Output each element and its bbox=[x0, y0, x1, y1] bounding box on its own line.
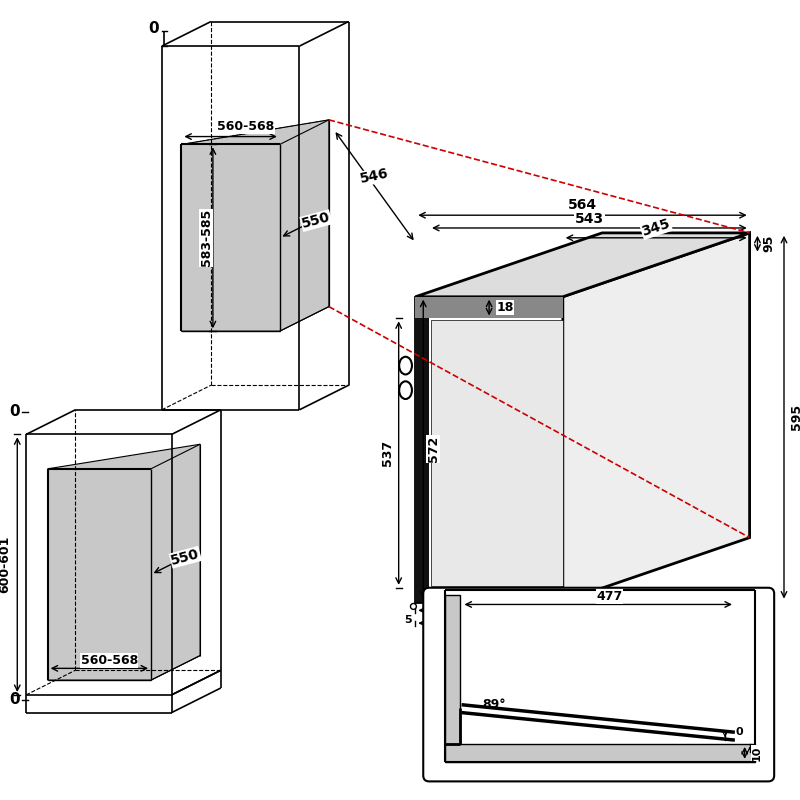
Polygon shape bbox=[445, 594, 460, 744]
Text: 0: 0 bbox=[9, 692, 20, 707]
Text: 600-601: 600-601 bbox=[0, 536, 11, 594]
Text: 20: 20 bbox=[427, 626, 442, 636]
Polygon shape bbox=[415, 233, 750, 297]
Text: 572: 572 bbox=[426, 436, 439, 462]
Text: 0: 0 bbox=[9, 404, 20, 419]
Polygon shape bbox=[48, 444, 200, 680]
Text: 0: 0 bbox=[736, 727, 743, 738]
Text: 550: 550 bbox=[300, 210, 332, 231]
Polygon shape bbox=[415, 297, 563, 318]
Text: 550: 550 bbox=[170, 546, 202, 568]
Text: 564: 564 bbox=[568, 198, 597, 212]
Ellipse shape bbox=[399, 382, 412, 399]
Text: 95: 95 bbox=[762, 235, 776, 252]
Polygon shape bbox=[431, 320, 563, 586]
Text: 595: 595 bbox=[790, 404, 800, 430]
Ellipse shape bbox=[399, 357, 412, 374]
Text: 560-568: 560-568 bbox=[217, 120, 274, 134]
Text: 0: 0 bbox=[149, 21, 159, 36]
Polygon shape bbox=[415, 297, 563, 602]
Text: 5: 5 bbox=[404, 615, 411, 625]
Polygon shape bbox=[563, 233, 750, 602]
Text: 10: 10 bbox=[751, 746, 762, 761]
Polygon shape bbox=[445, 744, 754, 762]
Polygon shape bbox=[182, 120, 329, 331]
Text: 89°: 89° bbox=[482, 698, 506, 710]
Text: 477: 477 bbox=[596, 590, 622, 603]
Polygon shape bbox=[415, 588, 563, 602]
Circle shape bbox=[410, 603, 416, 610]
Text: 345: 345 bbox=[640, 217, 672, 239]
Text: 537: 537 bbox=[382, 440, 394, 466]
Text: 543: 543 bbox=[575, 212, 604, 226]
Text: 595: 595 bbox=[476, 613, 502, 626]
Text: 560-568: 560-568 bbox=[81, 654, 138, 667]
Text: 546: 546 bbox=[359, 166, 390, 186]
Polygon shape bbox=[415, 297, 429, 602]
FancyBboxPatch shape bbox=[423, 588, 774, 782]
Text: 18: 18 bbox=[496, 301, 514, 314]
Text: 583-585: 583-585 bbox=[199, 209, 213, 266]
